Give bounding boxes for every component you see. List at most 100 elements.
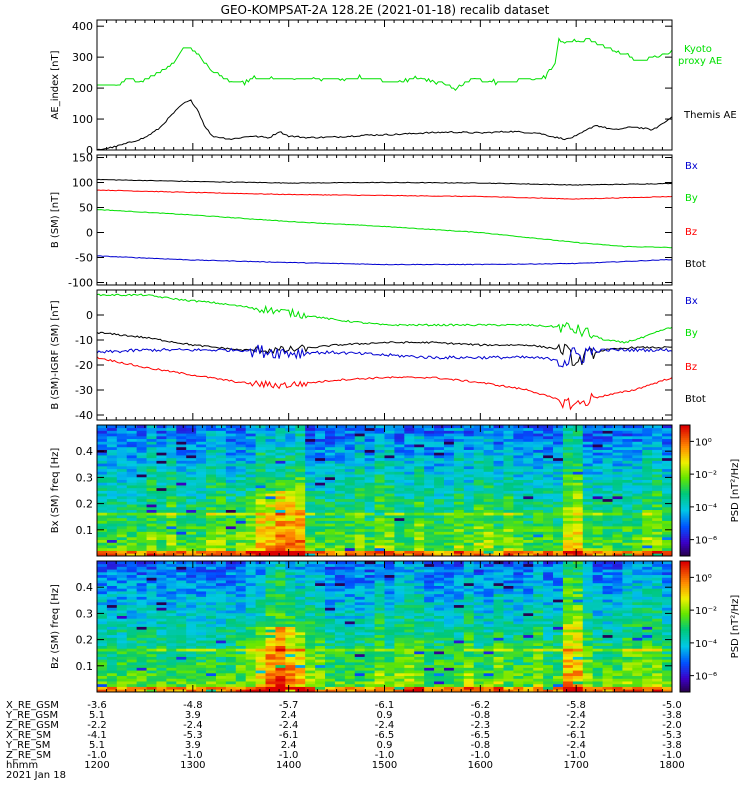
spectrogram-cell	[354, 642, 366, 647]
spectrogram-cell	[434, 520, 445, 524]
spectrogram-cell	[206, 601, 217, 606]
spectrogram-cell	[215, 528, 227, 532]
spectrogram-cell	[592, 531, 603, 535]
spectrogram-cell	[364, 471, 375, 475]
spectrogram-cell	[285, 582, 296, 586]
spectrogram-cell	[374, 465, 385, 470]
spectrogram-cell	[344, 479, 356, 483]
spectrogram-cell	[146, 610, 157, 614]
spectrogram-cell	[275, 509, 286, 513]
spectrogram-cell	[265, 580, 276, 584]
spectrogram-cell	[503, 539, 514, 543]
spectrogram-cell	[344, 601, 356, 606]
colorbar-segment	[680, 480, 690, 483]
spectrogram-cell	[305, 542, 316, 546]
spectrogram-cell	[116, 476, 128, 480]
spectrogram-cell	[206, 678, 217, 682]
spectrogram-cell	[473, 455, 485, 459]
spectrogram-cell	[206, 547, 217, 551]
y-tick-label: -20	[75, 359, 93, 372]
spectrogram-cell	[394, 517, 405, 521]
spectrogram-cell	[344, 539, 356, 543]
spectrogram-cell	[186, 525, 197, 530]
spectrogram-cell	[196, 678, 207, 682]
spectrogram-cell	[592, 515, 603, 519]
spectrogram-cell	[592, 498, 603, 502]
spectrogram-cell	[146, 427, 157, 431]
spectrogram-cell	[106, 457, 118, 461]
spectrogram-cell	[206, 659, 217, 663]
spectrogram-cell	[305, 520, 316, 524]
spectrogram-cell	[582, 446, 594, 450]
spectrogram-cell	[414, 547, 425, 551]
spectrogram-cell	[106, 493, 118, 497]
spectrogram-cell	[582, 498, 594, 502]
spectrogram-cell	[305, 435, 316, 440]
spectrogram-cell	[295, 672, 306, 677]
spectrogram-cell	[245, 457, 257, 461]
spectrogram-cell	[364, 596, 375, 600]
spectrogram-cell	[325, 433, 336, 437]
spectrogram-cell	[424, 539, 435, 543]
spectrogram-cell	[533, 455, 544, 459]
spectrogram-cell	[215, 545, 227, 549]
y-tick-label: 50	[79, 202, 93, 215]
spectrogram-cell	[305, 585, 316, 589]
spectrogram-cell	[106, 501, 118, 505]
spectrogram-cell	[176, 566, 187, 570]
spectrogram-cell	[443, 501, 455, 505]
spectrogram-cell	[245, 629, 257, 633]
spectrogram-cell	[136, 640, 147, 644]
spectrogram-cell	[295, 455, 306, 459]
spectrogram-cell	[156, 460, 167, 464]
spectrogram-cell	[156, 515, 167, 519]
spectrogram-cell	[176, 435, 187, 440]
figure-title: GEO-KOMPSAT-2A 128.2E (2021-01-18) recal…	[221, 3, 550, 17]
spectrogram-cell	[106, 610, 118, 614]
spectrogram-cell	[245, 591, 257, 595]
spectrogram-cell	[394, 446, 405, 450]
spectrogram-cell	[364, 550, 375, 554]
spectrogram-cell	[364, 435, 375, 440]
spectrogram-cell	[235, 430, 247, 434]
spectrogram-cell	[265, 479, 276, 483]
spectrogram-cell	[225, 476, 237, 480]
spectrogram-cell	[215, 686, 227, 690]
spectrogram-cell	[225, 474, 237, 478]
spectrogram-cell	[206, 536, 217, 541]
spectrogram-cell	[176, 607, 187, 611]
spectrogram-cell	[364, 525, 375, 530]
spectrogram-cell	[265, 504, 276, 508]
spectrogram-cell	[463, 550, 475, 554]
spectrogram-cell	[126, 651, 138, 655]
spectrogram-cell	[285, 678, 296, 682]
spectrogram-cell	[166, 629, 177, 633]
spectrogram-cell	[483, 485, 494, 489]
spectrogram-cell	[275, 463, 286, 467]
spectrogram-cell	[166, 675, 177, 679]
spectrogram-cell	[136, 574, 147, 578]
spectrogram-cell	[533, 528, 544, 532]
spectrogram-cell	[255, 487, 266, 491]
y-tick-label: -10	[75, 334, 93, 347]
spectrogram-cell	[136, 438, 147, 442]
spectrogram-cell	[215, 547, 227, 551]
spectrogram-cell	[315, 631, 326, 636]
spectrogram-cell	[424, 498, 435, 502]
spectrogram-cell	[235, 471, 247, 475]
spectrogram-cell	[225, 577, 237, 581]
spectrogram-cell	[424, 506, 435, 511]
spectrogram-cell	[325, 689, 336, 693]
spectrogram-cell	[404, 553, 415, 557]
spectrogram-cell	[295, 427, 306, 431]
spectrogram-cell	[642, 501, 653, 505]
spectrogram-cell	[384, 525, 395, 530]
spectrogram-cell	[483, 455, 494, 459]
spectrogram-cell	[394, 531, 405, 535]
spectrogram-cell	[295, 536, 306, 541]
spectrogram-cell	[97, 476, 108, 480]
spectrogram-cell	[106, 599, 118, 603]
spectrogram-cell	[404, 550, 415, 554]
spectrogram-cell	[176, 545, 187, 549]
spectrogram-cell	[265, 612, 276, 616]
